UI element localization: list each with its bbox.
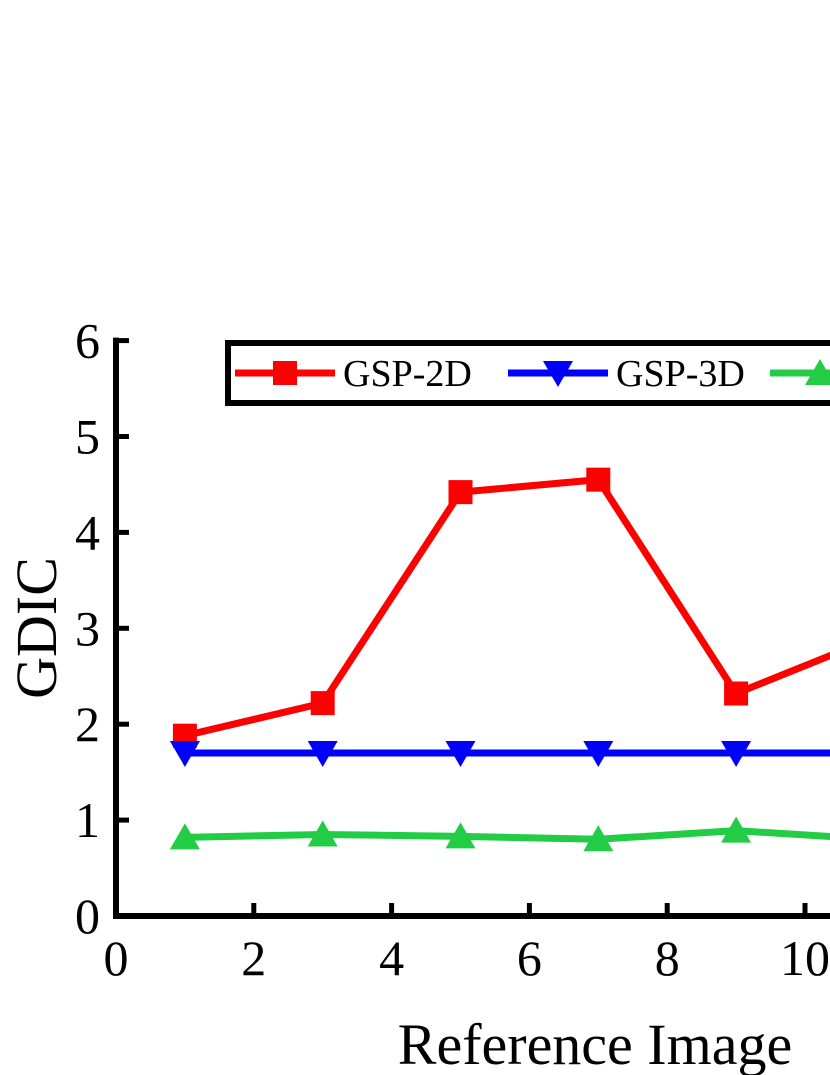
data-point	[445, 740, 476, 767]
series-line	[184, 476, 830, 740]
y-tick-label: 5	[75, 409, 100, 465]
y-tick-label: 3	[75, 600, 100, 656]
data-point	[169, 740, 200, 767]
data-point	[310, 691, 335, 716]
x-tick-label: 2	[241, 930, 266, 986]
y-axis-title: GDIC	[4, 557, 69, 699]
data-point	[169, 823, 200, 850]
series-layer	[169, 467, 830, 852]
x-tick-label: 0	[104, 930, 129, 986]
legend-entry-2: GSP-3D	[508, 353, 745, 395]
data-point	[307, 820, 338, 847]
y-tick-label: 6	[75, 313, 100, 369]
data-point	[583, 740, 614, 767]
data-point	[448, 480, 473, 505]
data-point	[445, 822, 476, 849]
y-tick-label: 0	[75, 888, 100, 944]
axis-titles: Reference Image GDIC	[4, 557, 792, 1075]
series-2	[169, 740, 830, 767]
x-tick-label: 4	[379, 930, 404, 986]
legend-marker	[543, 361, 573, 387]
legend-entry-3	[770, 359, 830, 385]
legend: GSP-2D GSP-3D	[225, 340, 830, 406]
series-3	[169, 816, 830, 852]
x-tick-label: 8	[655, 930, 680, 986]
data-point	[721, 740, 752, 767]
series-line	[184, 827, 830, 843]
series-1	[172, 467, 830, 748]
legend-entry-1: GSP-2D	[235, 353, 472, 395]
legend-marker	[805, 359, 830, 385]
y-tick-label: 4	[75, 504, 100, 560]
data-point	[586, 467, 611, 492]
data-point	[583, 825, 614, 852]
x-tick-label: 6	[517, 930, 542, 986]
y-tick-label: 1	[75, 792, 100, 848]
y-tick-label: 2	[75, 696, 100, 752]
x-tick-label: 10	[780, 930, 830, 986]
legend-label: GSP-3D	[616, 353, 745, 395]
legend-label: GSP-2D	[343, 353, 472, 395]
legend-marker	[273, 361, 297, 385]
data-point	[724, 681, 749, 706]
data-point	[721, 816, 752, 843]
x-axis-title: Reference Image	[398, 1012, 792, 1075]
data-point	[307, 740, 338, 767]
axes-layer: 0 2 4 6 8 10 0 1 2 3 4 5 6	[75, 313, 830, 986]
